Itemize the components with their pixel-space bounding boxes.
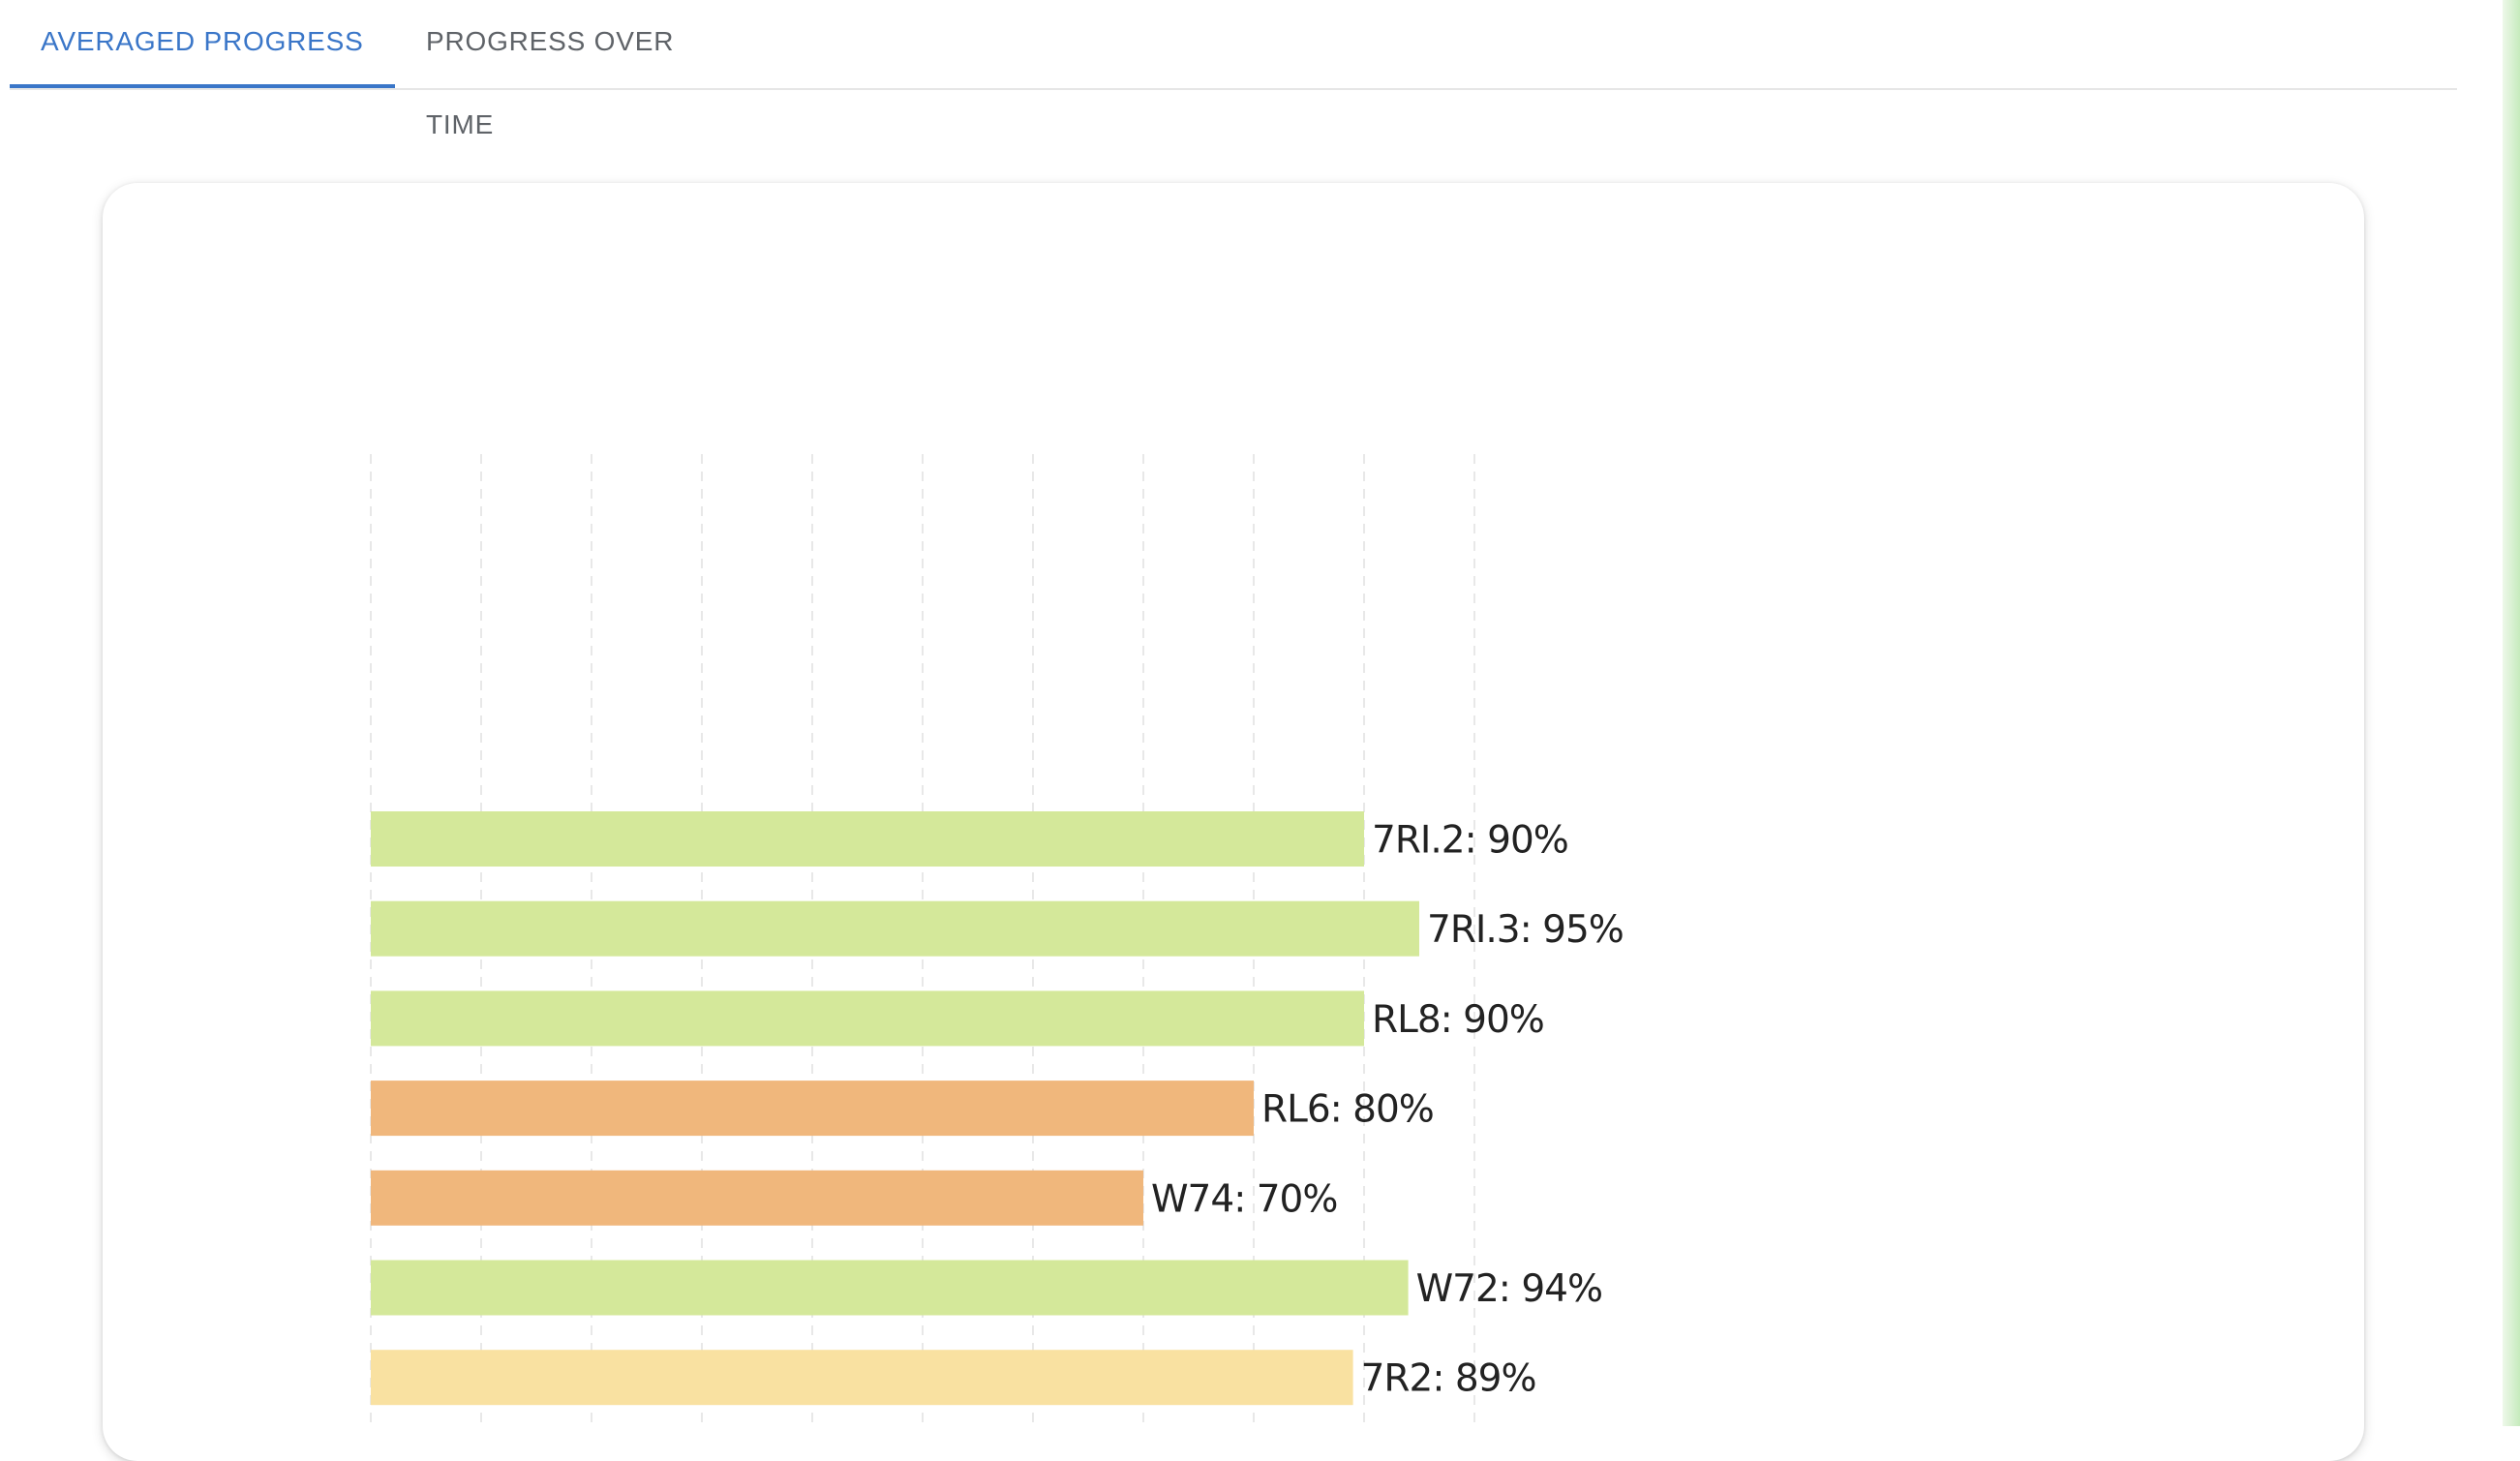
- bar-label: W72: 94%: [1416, 1267, 1602, 1311]
- chart-bars: [371, 811, 1419, 1406]
- bar[interactable]: [371, 1260, 1409, 1316]
- side-panel-edge: [2503, 0, 2520, 1426]
- progress-bar-chart: 7RI.2: 90% 7RI.3: 95% RL8: 90% RL6: 80% W74:…: [370, 454, 1624, 1426]
- tab-bar: AVERAGED PROGRESS PROGRESS OVER TIME: [10, 0, 2457, 139]
- bar-label: 7R2: 89%: [1361, 1357, 1536, 1401]
- tab-averaged-progress-label: AVERAGED PROGRESS: [41, 26, 364, 56]
- bar[interactable]: [371, 1081, 1254, 1137]
- chart-card: 7RI.2: 90% 7RI.3: 95% RL8: 90% RL6: 80% W74:…: [103, 183, 2364, 1461]
- tab-averaged-progress[interactable]: AVERAGED PROGRESS: [10, 0, 395, 88]
- active-tab-indicator: [10, 84, 395, 88]
- tab-progress-over-time[interactable]: PROGRESS OVER TIME: [395, 0, 753, 139]
- tab-progress-over-time-label: PROGRESS OVER TIME: [426, 26, 675, 139]
- bar[interactable]: [371, 1170, 1143, 1226]
- bar[interactable]: [371, 811, 1364, 867]
- bar[interactable]: [371, 990, 1364, 1047]
- chart-labels: 7RI.2: 90% 7RI.3: 95% RL8: 90% RL6: 80% W74:…: [1151, 819, 1624, 1401]
- bar-label: W74: 70%: [1151, 1177, 1337, 1221]
- bar[interactable]: [371, 1350, 1353, 1406]
- bar-label: 7RI.3: 95%: [1427, 908, 1624, 952]
- bar[interactable]: [371, 900, 1419, 957]
- bar-label: 7RI.2: 90%: [1372, 819, 1568, 863]
- bar-label: RL6: 80%: [1261, 1088, 1434, 1132]
- bar-label: RL8: 90%: [1372, 998, 1544, 1042]
